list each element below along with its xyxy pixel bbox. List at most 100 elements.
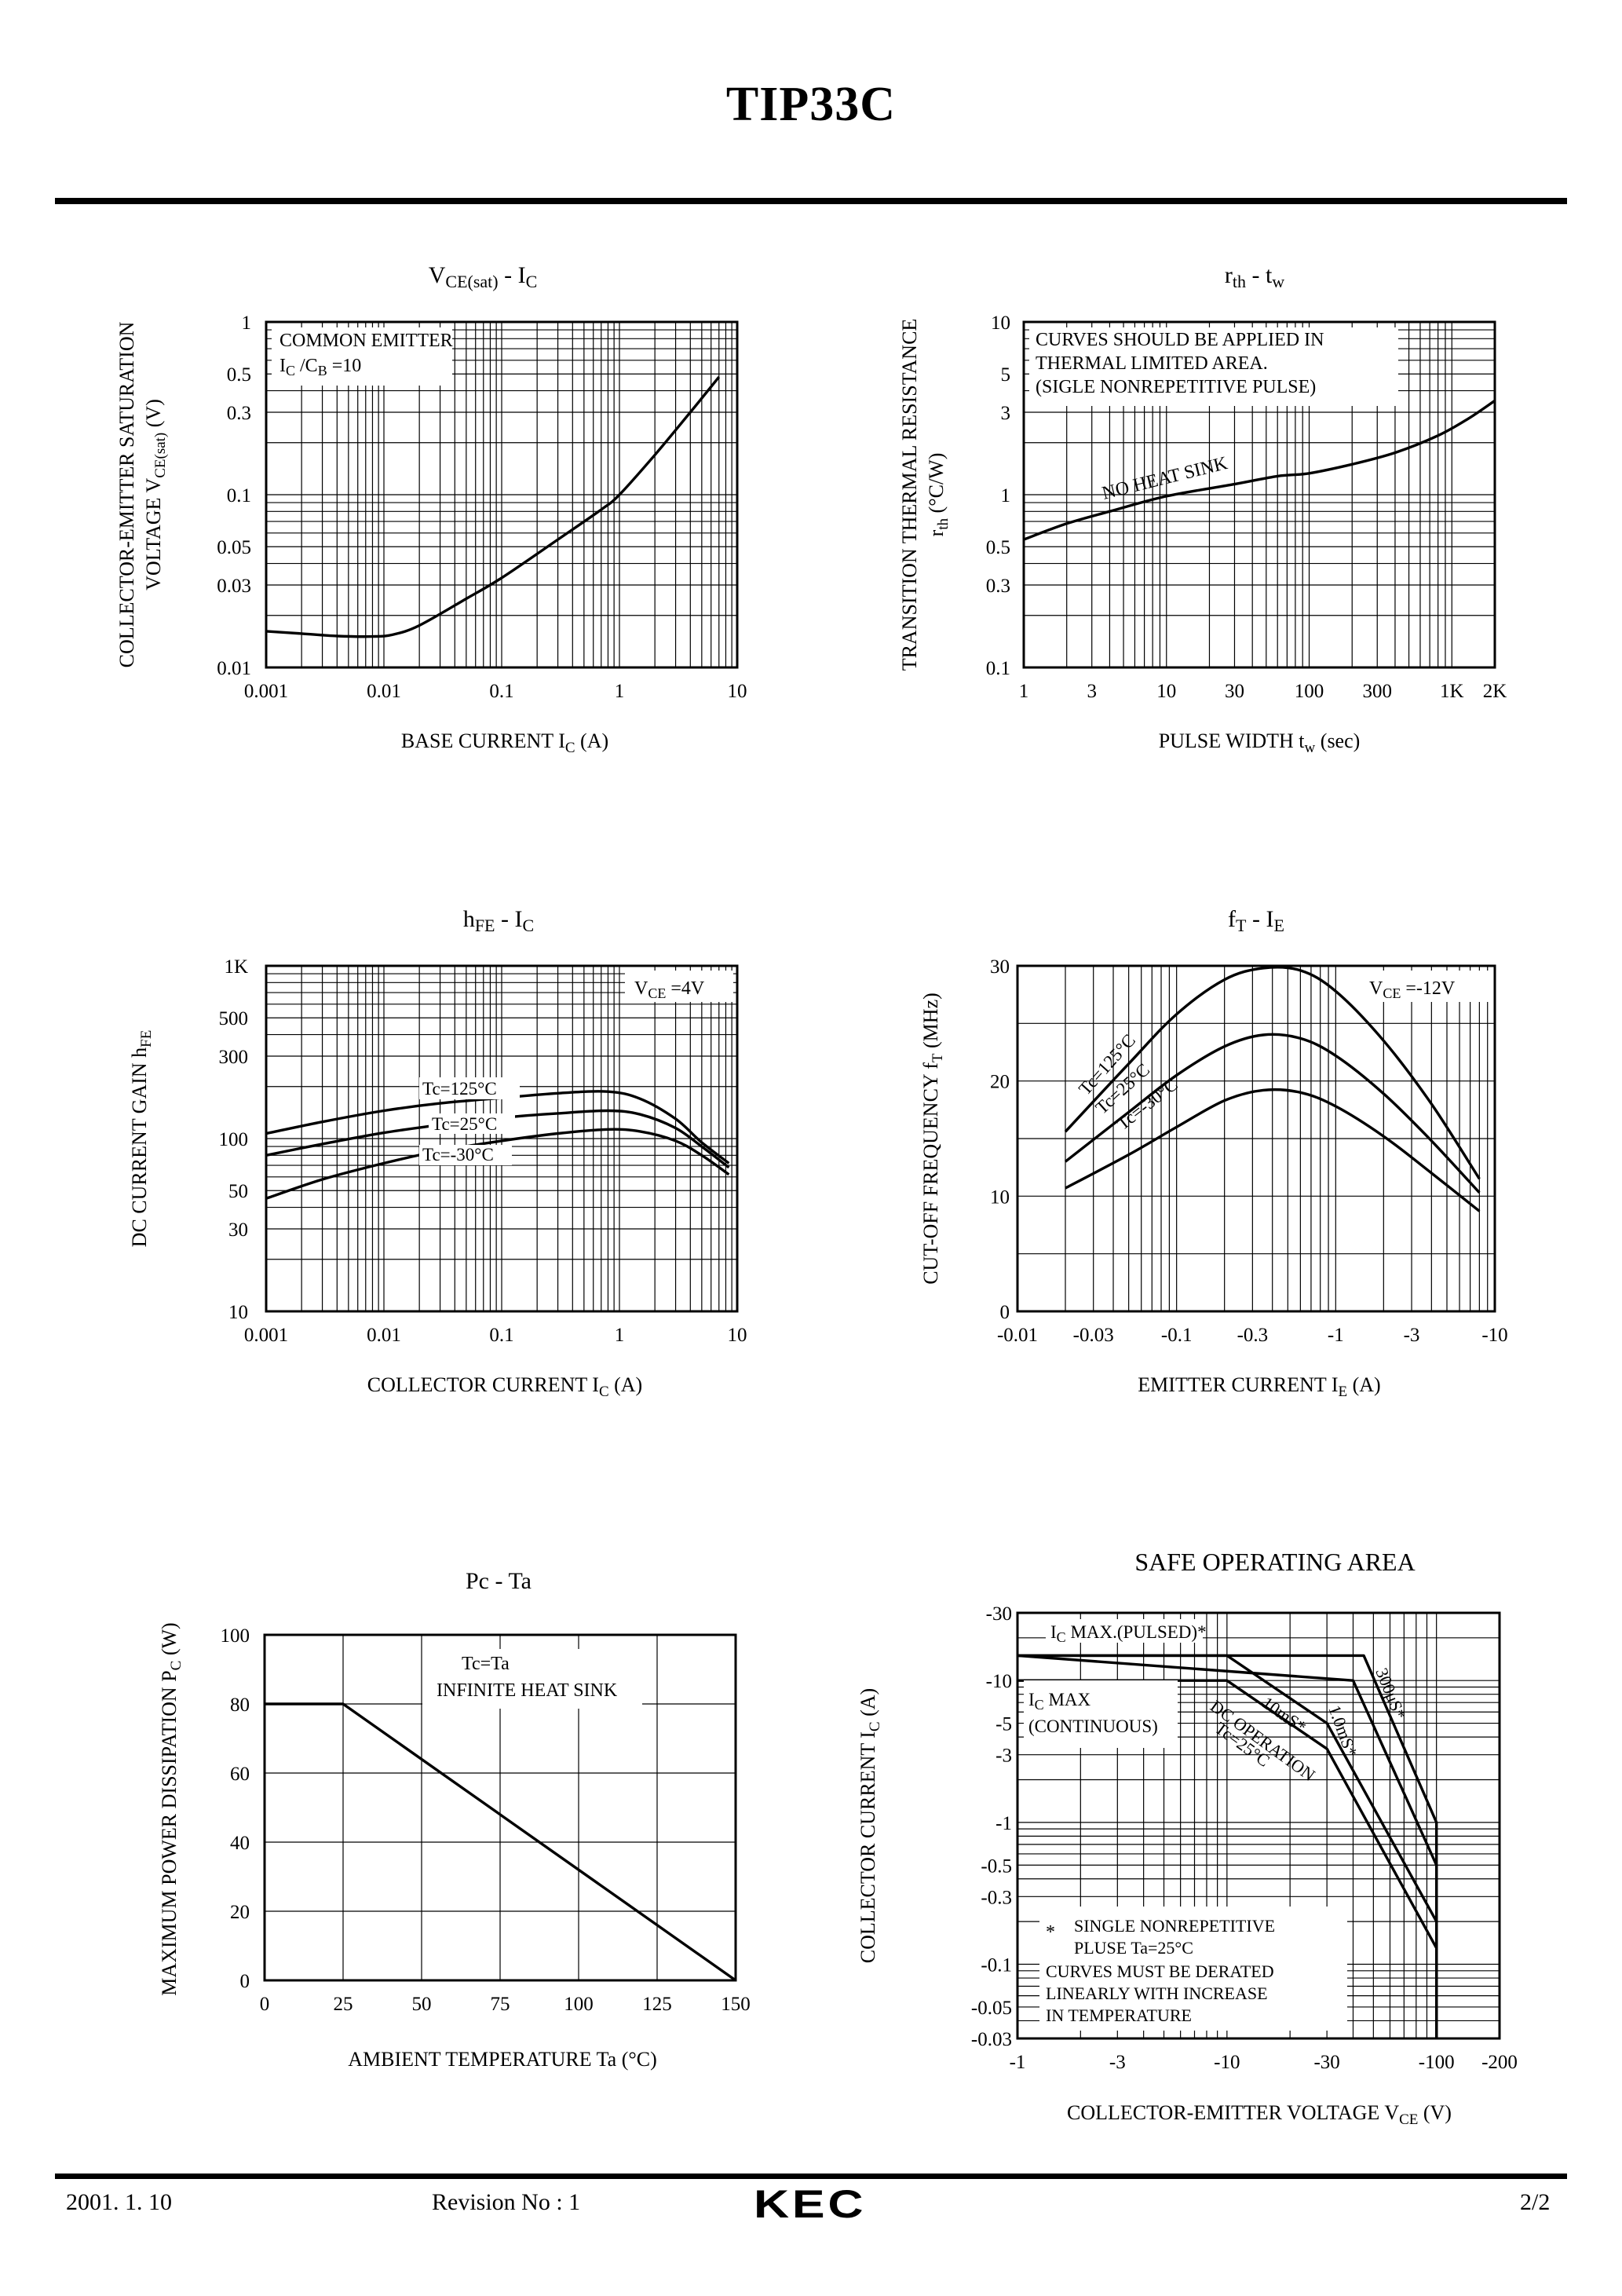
series-line-vce-sat xyxy=(265,376,721,638)
series-line-tc-125-c xyxy=(265,1090,730,1164)
tick-labels: 1 3 10 30 100 300 1K 2K 0.1 0.3 0.5 1 3 5 10 xyxy=(986,313,1507,702)
plot-frame xyxy=(263,1633,737,1982)
y-tick-label: 0 xyxy=(240,1971,250,1992)
y-tick-label: 0.01 xyxy=(217,658,251,679)
annotation-box xyxy=(1029,327,1398,406)
y-tick-label: -0.5 xyxy=(981,1855,1012,1877)
x-tick-label: -3 xyxy=(1109,2052,1126,2073)
plot-frame xyxy=(265,320,739,669)
y-axis-label: TRANSITION THERMAL RESISTANCE rth (°C/W) xyxy=(898,319,952,671)
y-tick-label: -30 xyxy=(986,1603,1012,1625)
svg-text:COLLECTOR CURRENT IC (A): COLLECTOR CURRENT IC (A) xyxy=(857,1688,883,1963)
note-asterisk: * xyxy=(1046,1922,1055,1943)
y-tick-label: 0.05 xyxy=(217,537,251,558)
annotation-vce: VCE =4V xyxy=(634,978,705,1001)
y-axis-label: DC CURRENT GAIN hFE xyxy=(128,1030,155,1248)
y-tick-label: 0.3 xyxy=(986,576,1010,597)
y-tick-label: 1 xyxy=(1001,485,1011,506)
y-tick-label: 300 xyxy=(219,1047,249,1068)
chart-title: hFE - IC xyxy=(463,906,534,935)
label-bg xyxy=(419,1077,520,1099)
label-bg xyxy=(419,1145,512,1165)
plot-frame xyxy=(1016,964,1496,1313)
y-tick-label: 30 xyxy=(228,1219,248,1241)
y-tick-label: 3 xyxy=(1001,403,1011,424)
y-tick-label: 100 xyxy=(219,1129,249,1150)
y-tick-label: 5 xyxy=(1001,364,1011,386)
y-axis-label: COLLECTOR CURRENT IC (A) xyxy=(857,1688,883,1963)
x-tick-label: 75 xyxy=(491,1994,510,2015)
curve-label-25c: Tc=25°C xyxy=(432,1114,497,1134)
series-line-tc-30-c xyxy=(265,1128,730,1200)
annotation-box xyxy=(272,327,452,386)
annotation-vce: VCE =-12V xyxy=(1369,978,1456,1001)
x-tick-label: -0.1 xyxy=(1161,1325,1193,1346)
y-axis-label: COLLECTOR-EMITTER SATURATION VOLTAGE VCE… xyxy=(115,321,169,667)
y-tick-label: 20 xyxy=(230,1902,250,1923)
chart-rth-tw: rth - tw 1 3 10 30 100 300 1K 2K0.10.30.513510 … xyxy=(898,262,1507,756)
x-tick-label: 10 xyxy=(728,1325,747,1346)
x-tick-label: 2K xyxy=(1483,681,1507,702)
svg-text:rth (°C/W): rth (°C/W) xyxy=(925,453,952,537)
header-rule xyxy=(55,198,1567,204)
svg-text:CUT-OFF FREQUENCY fT (MHz): CUT-OFF FREQUENCY fT (MHz) xyxy=(919,993,946,1285)
x-tick-label: -0.01 xyxy=(997,1325,1038,1346)
footer-rule xyxy=(55,2174,1567,2179)
y-tick-label: 1 xyxy=(242,313,252,334)
x-tick-label: 1 xyxy=(615,681,625,702)
svg-text:MAXIMUM POWER DISSIPATION PC: MAXIMUM POWER DISSIPATION PC (W) xyxy=(158,1622,184,1995)
x-tick-label: -10 xyxy=(1214,2052,1240,2073)
svg-text:VOLTAGE VCE(sat) (V): VOLTAGE VCE(sat) (V) xyxy=(142,399,169,590)
y-tick-label: 40 xyxy=(230,1833,250,1854)
tick-labels: -0.01 -0.03 -0.1 -0.3 -1 -3 -10 0 10 20 30 xyxy=(990,956,1508,1346)
y-axis-label: CUT-OFF FREQUENCY fT (MHz) xyxy=(919,993,946,1285)
x-tick-label: 125 xyxy=(642,1994,672,2015)
y-tick-label: 0.1 xyxy=(986,658,1010,679)
x-axis-label: EMITTER CURRENT IE (A) xyxy=(1138,1373,1380,1400)
x-tick-label: 1K xyxy=(1440,681,1464,702)
x-tick-label: -200 xyxy=(1481,2052,1518,2073)
series-line-tc-125-c xyxy=(1064,966,1481,1180)
y-tick-label: 1K xyxy=(224,956,248,978)
footer-revision: Revision No : 1 xyxy=(432,2189,581,2215)
y-tick-label: 10 xyxy=(991,313,1010,334)
annotation-common-emitter: COMMON EMITTER xyxy=(279,331,453,351)
x-tick-label: 50 xyxy=(412,1994,432,2015)
label-bg xyxy=(1024,1680,1178,1748)
svg-text:DC CURRENT GAIN hFE: DC CURRENT GAIN hFE xyxy=(128,1030,155,1248)
y-tick-label: -0.3 xyxy=(981,1887,1012,1908)
chart-safe-operating-area: SAFE OPERATING AREA -1 -3 -10 -30 -100 -200 -0… xyxy=(857,1548,1518,2128)
x-tick-label: -100 xyxy=(1419,2052,1455,2073)
series-line-tc-25-c xyxy=(1064,1033,1481,1194)
x-tick-label: 10 xyxy=(728,681,747,702)
annotation-tc-ta: Tc=Ta xyxy=(462,1654,510,1674)
annotation-line-1: CURVES SHOULD BE APPLIED IN xyxy=(1036,330,1324,350)
y-tick-label: 10 xyxy=(228,1302,248,1323)
x-tick-label: 25 xyxy=(334,1994,353,2015)
x-tick-label: -1 xyxy=(1010,2052,1026,2073)
chart-title: rth - tw xyxy=(1225,262,1284,291)
curves xyxy=(265,1702,736,1982)
x-tick-label: 10 xyxy=(1156,681,1176,702)
chart-title: fT - IE xyxy=(1228,906,1284,935)
note-temperature: IN TEMPERATURE xyxy=(1046,2005,1192,2025)
x-tick-label: 300 xyxy=(1362,681,1392,702)
x-tick-label: 100 xyxy=(1295,681,1324,702)
curves xyxy=(1023,399,1496,541)
plot-frame xyxy=(1022,320,1496,669)
x-tick-label: 0.01 xyxy=(367,1325,401,1346)
svg-text:TRANSITION THERMAL RESISTANCE: TRANSITION THERMAL RESISTANCE xyxy=(898,319,921,671)
y-tick-label: 80 xyxy=(230,1695,250,1716)
x-tick-label: 0.1 xyxy=(489,1325,513,1346)
x-axis-label: BASE CURRENT IC (A) xyxy=(401,729,608,756)
y-tick-label: 20 xyxy=(990,1072,1010,1093)
annotation-ic-max: IC MAX xyxy=(1028,1690,1090,1713)
x-tick-label: -30 xyxy=(1313,2052,1339,2073)
grid xyxy=(1017,965,1496,1312)
note-pluse: PLUSE Ta=25°C xyxy=(1074,1938,1193,1958)
curve-label-minus30c: Tc=-30°C xyxy=(422,1145,494,1164)
curves xyxy=(1064,966,1481,1212)
x-axis-label: COLLECTOR-EMITTER VOLTAGE VCE (V) xyxy=(1067,2101,1452,2128)
x-tick-label: -3 xyxy=(1404,1325,1420,1346)
x-tick-label: -0.03 xyxy=(1073,1325,1114,1346)
